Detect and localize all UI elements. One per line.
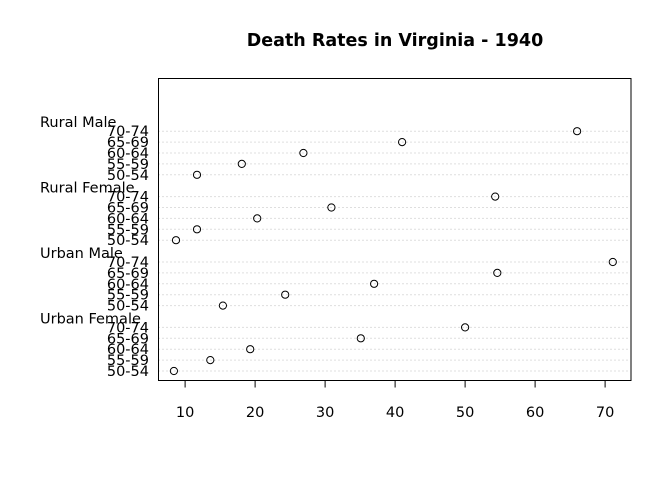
data-point	[237, 159, 246, 168]
x-tick-label: 20	[246, 405, 264, 421]
x-axis: 10 20 30 40 50 60 70	[176, 380, 614, 421]
row-label: 70-74	[107, 124, 149, 140]
row-label: 50-54	[107, 233, 149, 249]
row-label: 60-64	[107, 146, 149, 162]
row-label: 65-69	[107, 135, 149, 151]
data-point	[171, 236, 181, 245]
data-point	[192, 225, 202, 234]
chart-title: Death Rates in Virginia - 1940	[247, 31, 544, 51]
row-label: 65-69	[107, 266, 149, 282]
row-label: 50-54	[107, 364, 149, 380]
row-label: 50-54	[107, 168, 149, 184]
data-points	[169, 127, 617, 376]
row-label: 55-59	[107, 157, 149, 173]
row-labels: Rural Male50-5455-5960-6465-6970-74Rural…	[40, 115, 149, 380]
group-label: Urban Male	[40, 246, 123, 262]
row-label: 70-74	[107, 255, 149, 271]
x-tick-label: 10	[176, 405, 194, 421]
data-point	[491, 192, 500, 201]
group-label: Rural Female	[40, 181, 135, 197]
data-point	[608, 257, 617, 267]
group-label: Urban Female	[40, 311, 141, 327]
row-label: 60-64	[107, 211, 149, 227]
row-label: 55-59	[107, 353, 149, 369]
data-point	[281, 290, 290, 299]
data-point	[461, 323, 470, 332]
row-label: 55-59	[107, 222, 149, 238]
data-point	[253, 214, 262, 223]
row-label: 65-69	[107, 331, 149, 347]
data-point	[192, 170, 202, 179]
x-tick-label: 60	[526, 405, 544, 421]
data-point	[246, 345, 255, 354]
grid-lines	[158, 130, 631, 372]
x-tick-label: 30	[316, 405, 334, 421]
row-label: 65-69	[107, 201, 149, 217]
row-label: 60-64	[107, 277, 149, 293]
x-tick-label: 50	[456, 405, 474, 421]
data-point	[370, 279, 379, 288]
data-point	[218, 301, 227, 310]
data-point	[327, 203, 336, 212]
row-label: 60-64	[107, 342, 149, 358]
group-label: Rural Male	[40, 115, 117, 131]
data-point	[398, 138, 407, 147]
x-tick-label: 70	[596, 405, 614, 421]
x-tick-label: 40	[386, 405, 404, 421]
row-label: 55-59	[107, 288, 149, 304]
data-point	[206, 356, 215, 365]
data-point	[299, 148, 308, 158]
data-point	[169, 366, 178, 376]
data-point	[493, 268, 502, 277]
row-label: 50-54	[107, 299, 149, 315]
row-label: 70-74	[107, 320, 149, 336]
data-point	[356, 334, 365, 343]
data-point	[573, 127, 582, 136]
row-label: 70-74	[107, 190, 149, 206]
